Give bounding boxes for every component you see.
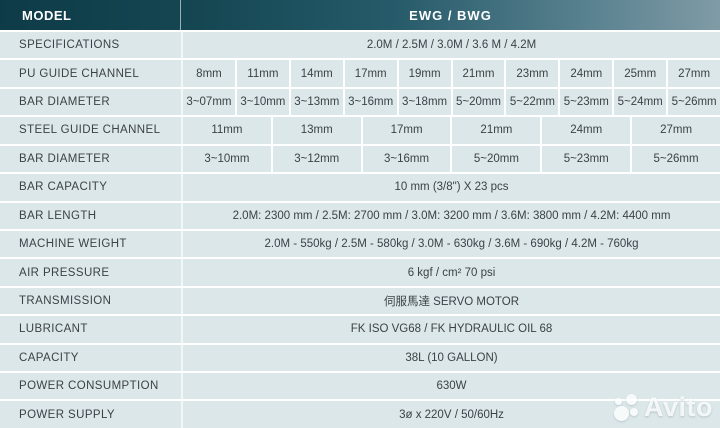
table-row: POWER CONSUMPTION 630W xyxy=(0,371,720,400)
row-label: TRANSMISSION xyxy=(0,287,181,315)
value-cell: 25mm xyxy=(612,60,667,87)
value-cell: 17mm xyxy=(342,60,397,87)
row-values: 2.0M / 2.5M / 3.0M / 3.6 M / 4.2M xyxy=(181,32,720,59)
row-label: BAR DIAMETER xyxy=(0,145,181,173)
value-cell: 伺服馬達 SERVO MOTOR xyxy=(183,287,720,315)
table-row: BAR DIAMETER 3~10mm 3~12mm 3~16mm 5~20mm 5~23… xyxy=(0,143,720,173)
row-label: AIR PRESSURE xyxy=(0,259,181,286)
row-values: 10 mm (3/8") X 23 pcs xyxy=(181,174,720,201)
row-label: POWER CONSUMPTION xyxy=(0,373,181,400)
table-row: TRANSMISSION 伺服馬達 SERVO MOTOR xyxy=(0,285,720,315)
row-label: BAR LENGTH xyxy=(0,202,181,229)
value-cell: 5~23mm xyxy=(540,145,631,173)
value-cell: 10 mm (3/8") X 23 pcs xyxy=(183,174,720,201)
model-header-cell: MODEL xyxy=(0,0,181,30)
value-cell: 8mm xyxy=(183,60,235,87)
value-cell: 5~26mm xyxy=(666,88,720,116)
table-row: BAR DIAMETER 3~07mm 3~10mm 3~13mm 3~16mm 3~18… xyxy=(0,86,720,116)
row-values: 38L (10 GALLON) xyxy=(181,344,720,372)
value-cell: 5~20mm xyxy=(450,88,505,116)
row-values: 11mm 13mm 17mm 21mm 24mm 27mm xyxy=(181,117,720,144)
model-label: MODEL xyxy=(22,7,72,23)
model-value: EWG / BWG xyxy=(409,7,492,23)
value-cell: 3ø x 220V / 50/60Hz xyxy=(183,401,720,428)
row-label: STEEL GUIDE CHANNEL xyxy=(0,117,181,144)
value-cell: 38L (10 GALLON) xyxy=(183,344,720,372)
row-values: 6 kgf / cm² 70 psi xyxy=(181,259,720,286)
value-cell: 14mm xyxy=(288,60,343,87)
table-row: POWER SUPPLY 3ø x 220V / 50/60Hz xyxy=(0,399,720,428)
table-row: AIR PRESSURE 6 kgf / cm² 70 psi xyxy=(0,257,720,286)
value-cell: 11mm xyxy=(183,117,271,144)
value-cell: 17mm xyxy=(360,117,451,144)
table-row: BAR LENGTH 2.0M: 2300 mm / 2.5M: 2700 mm … xyxy=(0,200,720,229)
value-cell: 5~20mm xyxy=(450,145,541,173)
value-cell: 3~18mm xyxy=(396,88,451,116)
row-label: BAR CAPACITY xyxy=(0,174,181,201)
row-values: 3~07mm 3~10mm 3~13mm 3~16mm 3~18mm 5~20mm 5~22… xyxy=(181,88,720,116)
row-label: POWER SUPPLY xyxy=(0,401,181,428)
row-label: BAR DIAMETER xyxy=(0,88,181,116)
value-cell: 11mm xyxy=(234,60,289,87)
value-cell: 13mm xyxy=(270,117,361,144)
row-label: LUBRICANT xyxy=(0,316,181,343)
table-row: BAR CAPACITY 10 mm (3/8") X 23 pcs xyxy=(0,172,720,201)
row-values: 2.0M: 2300 mm / 2.5M: 2700 mm / 3.0M: 32… xyxy=(181,202,720,229)
table-header-row: MODEL EWG / BWG xyxy=(0,0,720,30)
value-cell: 3~16mm xyxy=(360,145,451,173)
table-row: PU GUIDE CHANNEL 8mm 11mm 14mm 17mm 19mm 21mm 2… xyxy=(0,58,720,87)
row-label: MACHINE WEIGHT xyxy=(0,230,181,258)
value-cell: 630W xyxy=(183,373,720,400)
table-body: SPECIFICATIONS 2.0M / 2.5M / 3.0M / 3.6 M… xyxy=(0,30,720,428)
row-values: 伺服馬達 SERVO MOTOR xyxy=(181,287,720,315)
value-cell: 3~10mm xyxy=(183,145,271,173)
row-values: 630W xyxy=(181,373,720,400)
value-cell: 27mm xyxy=(630,117,720,144)
value-cell: 3~13mm xyxy=(288,88,343,116)
value-cell: 5~22mm xyxy=(504,88,559,116)
value-cell: 24mm xyxy=(558,60,613,87)
value-cell: 3~16mm xyxy=(342,88,397,116)
value-cell: 3~10mm xyxy=(234,88,289,116)
value-cell: 2.0M - 550kg / 2.5M - 580kg / 3.0M - 630… xyxy=(183,230,720,258)
row-label: CAPACITY xyxy=(0,344,181,372)
value-cell: 19mm xyxy=(396,60,451,87)
row-values: FK ISO VG68 / FK HYDRAULIC OIL 68 xyxy=(181,316,720,343)
row-label: PU GUIDE CHANNEL xyxy=(0,60,181,87)
table-row: CAPACITY 38L (10 GALLON) xyxy=(0,342,720,372)
row-values: 3ø x 220V / 50/60Hz xyxy=(181,401,720,428)
row-values: 3~10mm 3~12mm 3~16mm 5~20mm 5~23mm 5~26mm xyxy=(181,145,720,173)
row-values: 2.0M - 550kg / 2.5M - 580kg / 3.0M - 630… xyxy=(181,230,720,258)
value-cell: 21mm xyxy=(450,60,505,87)
value-cell: 5~24mm xyxy=(612,88,667,116)
table-row: SPECIFICATIONS 2.0M / 2.5M / 3.0M / 3.6 M… xyxy=(0,30,720,59)
table-row: MACHINE WEIGHT 2.0M - 550kg / 2.5M - 580k… xyxy=(0,228,720,258)
table-row: LUBRICANT FK ISO VG68 / FK HYDRAULIC OIL … xyxy=(0,314,720,343)
value-cell: 5~23mm xyxy=(558,88,613,116)
value-cell: 23mm xyxy=(504,60,559,87)
value-cell: 5~26mm xyxy=(630,145,720,173)
value-cell: FK ISO VG68 / FK HYDRAULIC OIL 68 xyxy=(183,316,720,343)
table-row: STEEL GUIDE CHANNEL 11mm 13mm 17mm 21mm 24mm 2… xyxy=(0,115,720,144)
value-cell: 3~12mm xyxy=(270,145,361,173)
row-label: SPECIFICATIONS xyxy=(0,32,181,59)
value-cell: 3~07mm xyxy=(183,88,235,116)
value-cell: 6 kgf / cm² 70 psi xyxy=(183,259,720,286)
value-cell: 2.0M / 2.5M / 3.0M / 3.6 M / 4.2M xyxy=(183,32,720,59)
value-cell: 24mm xyxy=(540,117,631,144)
value-cell: 21mm xyxy=(450,117,541,144)
model-value-cell: EWG / BWG xyxy=(181,0,720,30)
value-cell: 2.0M: 2300 mm / 2.5M: 2700 mm / 3.0M: 32… xyxy=(183,202,720,229)
value-cell: 27mm xyxy=(666,60,720,87)
row-values: 8mm 11mm 14mm 17mm 19mm 21mm 23mm 24mm 25mm 27mm xyxy=(181,60,720,87)
